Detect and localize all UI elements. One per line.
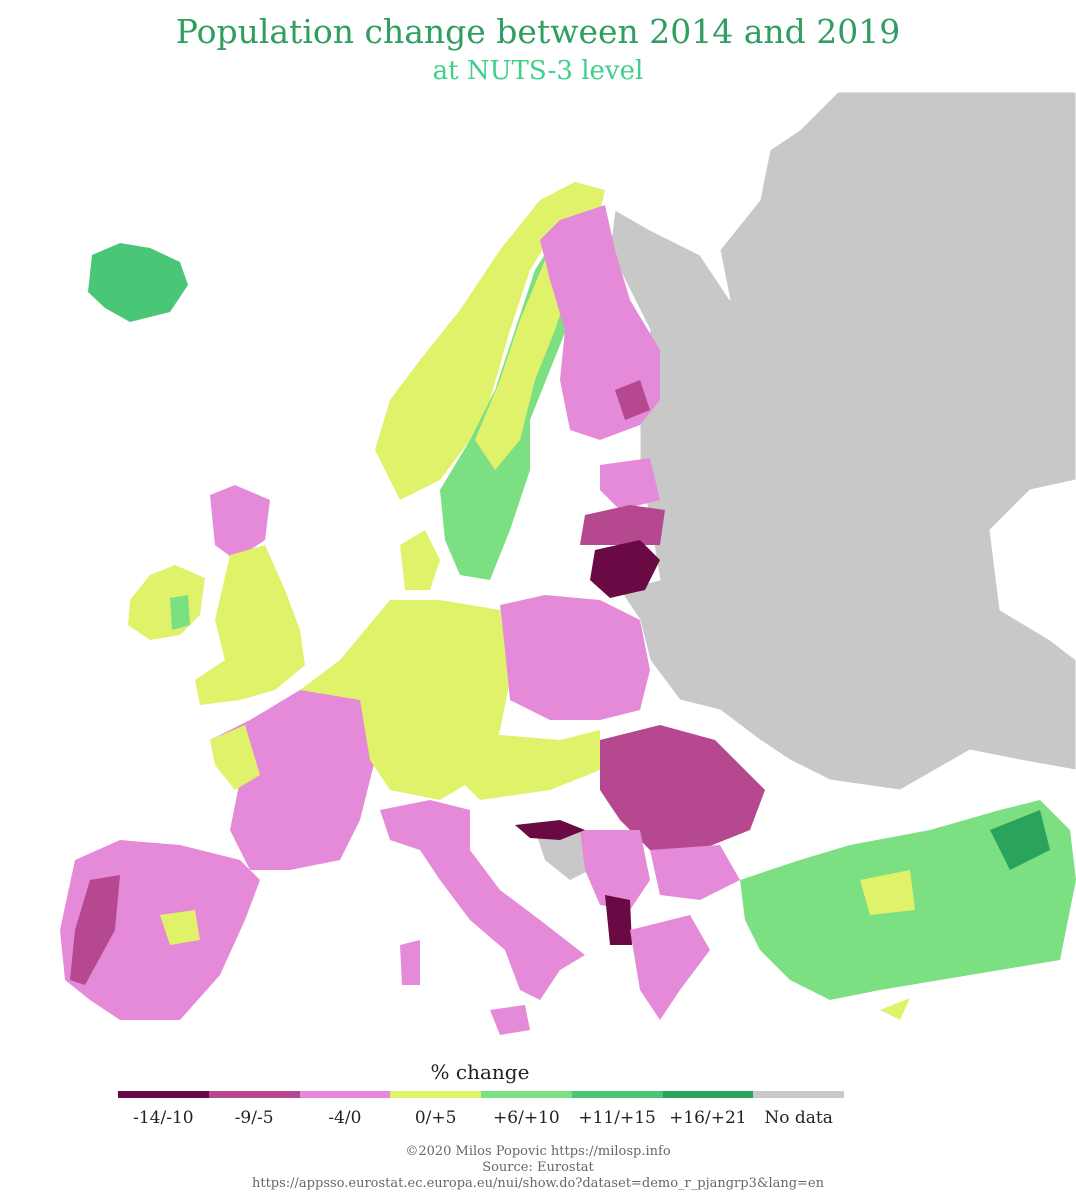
region-germany — [300, 600, 510, 800]
region-scotland — [210, 485, 270, 560]
nodata-bosnia — [535, 830, 590, 880]
nodata-east — [609, 91, 1076, 791]
legend-swatch — [662, 1091, 754, 1098]
region-central — [440, 730, 600, 800]
legend-item: No data — [753, 1091, 844, 1128]
legend-swatch — [299, 1091, 391, 1098]
legend-item: +6/+10 — [481, 1091, 572, 1128]
legend-swatch — [481, 1091, 572, 1098]
region-estonia — [600, 458, 660, 510]
legend-label: 0/+5 — [414, 1108, 457, 1128]
legend-swatch — [571, 1091, 663, 1098]
legend-item: -9/-5 — [208, 1091, 300, 1128]
legend-label: -14/-10 — [133, 1108, 194, 1128]
nodata-cyprus — [880, 998, 910, 1020]
footer-credit: ©2020 Milos Popovic https://milosp.info — [405, 1144, 671, 1159]
region-finland-east — [615, 380, 650, 420]
region-poland — [500, 595, 650, 720]
region-lithuania — [590, 540, 660, 598]
footer-source: Source: Eurostat — [482, 1160, 594, 1175]
region-albania — [605, 895, 632, 945]
legend-swatch — [208, 1091, 300, 1098]
europe-map — [60, 91, 1076, 1035]
legend-swatch — [390, 1091, 481, 1098]
region-balkans — [580, 830, 650, 910]
region-turkey-central — [860, 870, 915, 915]
region-britain — [195, 545, 305, 705]
region-denmark — [400, 530, 440, 590]
legend-title: % change — [430, 1060, 530, 1084]
region-dublin — [170, 595, 190, 630]
region-sweden-north — [475, 232, 575, 470]
legend-item: 0/+5 — [390, 1091, 481, 1128]
legend-label: -9/-5 — [234, 1108, 274, 1128]
legend: -14/-10 -9/-5 -4/0 0/+5 +6/+10 +11/+15 +… — [118, 1091, 844, 1128]
map-subtitle: at NUTS-3 level — [432, 56, 644, 86]
region-ireland — [128, 565, 205, 640]
legend-label: +6/+10 — [493, 1108, 560, 1128]
region-sardinia — [400, 940, 420, 985]
region-iceland — [88, 243, 188, 322]
map-title: Population change between 2014 and 2019 — [175, 12, 901, 51]
region-turkey-east — [990, 810, 1050, 870]
legend-label: +16/+21 — [669, 1108, 747, 1128]
region-france — [210, 675, 375, 870]
legend-item: +11/+15 — [571, 1091, 663, 1128]
legend-label: -4/0 — [328, 1108, 362, 1128]
region-norway — [375, 182, 605, 500]
region-bulgaria — [650, 845, 740, 900]
legend-label: +11/+15 — [578, 1108, 656, 1128]
footer-url: https://appsso.eurostat.ec.europa.eu/nui… — [251, 1176, 825, 1191]
legend-item: -4/0 — [299, 1091, 391, 1128]
region-finland — [540, 205, 660, 440]
region-croatia — [515, 820, 585, 840]
legend-item: -14/-10 — [118, 1091, 209, 1128]
legend-swatch — [118, 1091, 209, 1098]
legend-item: +16/+21 — [662, 1091, 754, 1128]
footer: ©2020 Milos Popovic https://milosp.info … — [0, 1144, 1076, 1192]
region-italy — [380, 800, 585, 1000]
region-greece — [630, 915, 710, 1020]
legend-swatch — [753, 1091, 844, 1098]
region-latvia — [580, 505, 665, 545]
region-madrid — [160, 910, 200, 945]
region-sicily — [490, 1005, 530, 1035]
region-portugal-interior — [70, 875, 120, 985]
legend-label: No data — [764, 1108, 833, 1128]
region-romania — [600, 725, 765, 850]
region-france-west — [210, 725, 260, 790]
